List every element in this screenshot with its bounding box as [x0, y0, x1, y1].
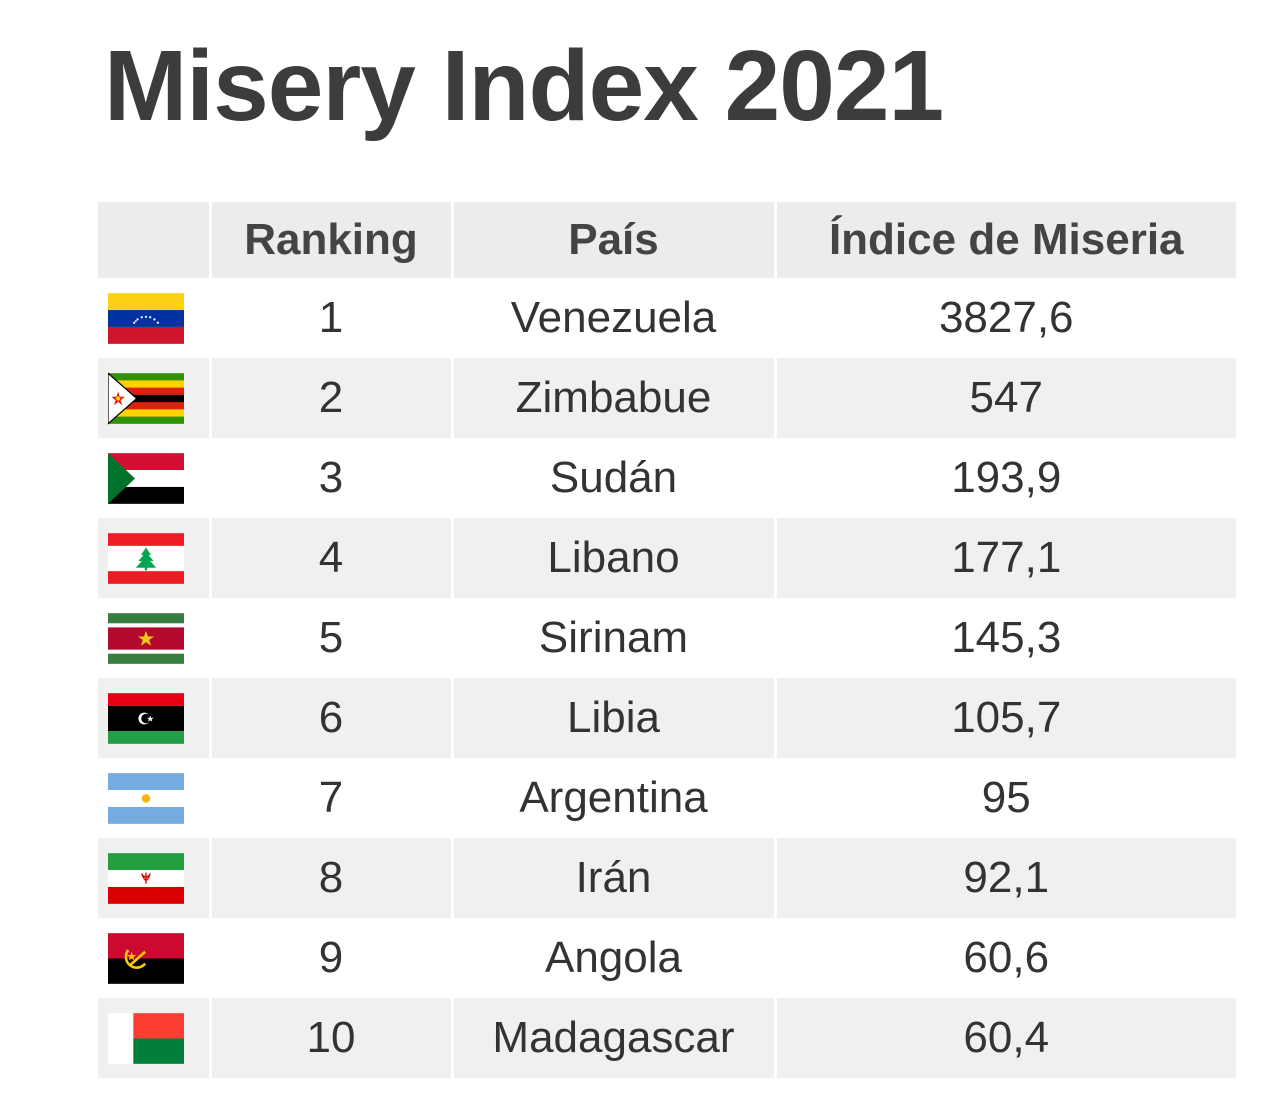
- country-name: Sirinam: [452, 598, 777, 678]
- country-name: Irán: [452, 838, 777, 918]
- index-value: 60,6: [963, 933, 1050, 982]
- flag-cell: [98, 438, 212, 518]
- country-name: Angola: [452, 918, 777, 998]
- table-row: 7 Argentina 95: [98, 758, 1236, 838]
- rank-value: 4: [210, 518, 454, 598]
- index-value: 193,9: [951, 453, 1062, 502]
- rank-value: 3: [210, 438, 454, 518]
- flag-cell: [98, 838, 212, 918]
- rank-value: 2: [210, 358, 454, 438]
- index-value: 105,7: [951, 693, 1062, 742]
- rank-value: 8: [210, 838, 454, 918]
- rank-value: 7: [210, 758, 454, 838]
- iran-flag-icon: [108, 852, 184, 904]
- country-name: Zimbabue: [452, 358, 777, 438]
- lebanon-flag-icon: [108, 532, 184, 584]
- country-name: Madagascar: [452, 998, 777, 1078]
- header-country: País: [452, 202, 777, 278]
- index-value: 60,4: [963, 1013, 1050, 1062]
- flag-cell: [98, 678, 212, 758]
- header-index: Índice de Miseria: [828, 215, 1184, 264]
- argentina-flag-icon: [108, 772, 184, 824]
- madagascar-flag-icon: [108, 1012, 184, 1064]
- country-name: Sudán: [452, 438, 777, 518]
- flag-cell: [98, 358, 212, 438]
- table-row: 9 Angola 60,6: [98, 918, 1236, 998]
- table-row: 4 Libano 177,1: [98, 518, 1236, 598]
- sudan-flag-icon: [108, 452, 184, 504]
- angola-flag-icon: [108, 932, 184, 984]
- table-row: 6 Libia 105,7: [98, 678, 1236, 758]
- country-name: Libia: [452, 678, 777, 758]
- index-value: 3827,6: [938, 293, 1074, 342]
- flag-cell: [98, 998, 212, 1078]
- table-row: 8 Irán 92,1: [98, 838, 1236, 918]
- index-value: 547: [969, 373, 1043, 422]
- header-flag: [98, 202, 212, 278]
- flag-cell: [98, 598, 212, 678]
- ranking-table: Ranking País Índice de Miseria 1 V: [98, 202, 1236, 1078]
- table-row: 3 Sudán 193,9: [98, 438, 1236, 518]
- table-row: 5 Sirinam 145,3: [98, 598, 1236, 678]
- zimbabwe-flag-icon: [108, 371, 184, 425]
- rank-value: 10: [210, 998, 454, 1078]
- flag-cell: [98, 278, 212, 358]
- rank-value: 5: [210, 598, 454, 678]
- flag-cell: [98, 918, 212, 998]
- country-name: Libano: [452, 518, 777, 598]
- rank-value: 6: [210, 678, 454, 758]
- table-row: 2 Zimbabue 547: [98, 358, 1236, 438]
- venezuela-flag-icon: [108, 292, 184, 344]
- table-header-row: Ranking País Índice de Miseria: [98, 202, 1236, 278]
- page-title: Misery Index 2021: [104, 30, 944, 142]
- index-value: 145,3: [951, 613, 1062, 662]
- index-value: 177,1: [951, 533, 1062, 582]
- rank-value: 1: [210, 278, 454, 358]
- header-ranking: Ranking: [210, 202, 454, 278]
- libya-flag-icon: [108, 692, 184, 744]
- country-name: Argentina: [452, 758, 777, 838]
- country-name: Venezuela: [452, 278, 777, 358]
- table-row: 1 Venezuela 3827,6: [98, 278, 1236, 358]
- flag-cell: [98, 518, 212, 598]
- flag-cell: [98, 758, 212, 838]
- rank-value: 9: [210, 918, 454, 998]
- table-row: 10 Madagascar 60,4: [98, 998, 1236, 1078]
- index-value: 95: [981, 773, 1031, 822]
- index-value: 92,1: [963, 853, 1050, 902]
- suriname-flag-icon: [108, 612, 184, 664]
